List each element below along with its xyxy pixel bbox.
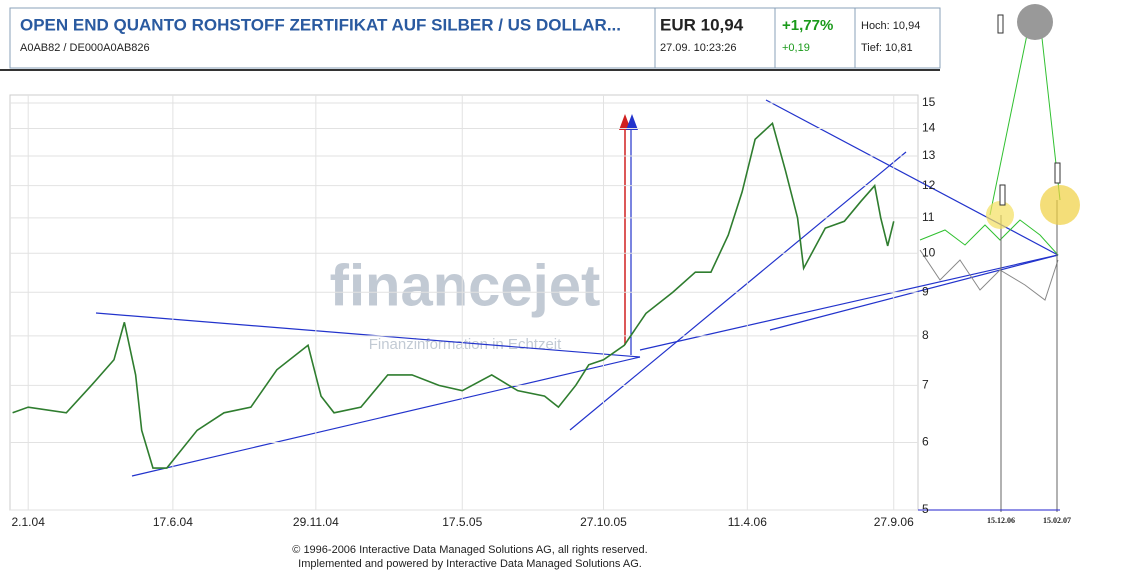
y-tick-label: 5 <box>922 502 929 516</box>
price-line <box>12 121 895 469</box>
x-tick-label: 17.5.05 <box>442 515 482 529</box>
change-pct: +1,77% <box>782 17 833 34</box>
annotation-date: 15.02.07 <box>1043 516 1071 525</box>
y-tick-label: 10 <box>922 245 936 259</box>
footer: © 1996-2006 Interactive Data Managed Sol… <box>292 544 647 556</box>
annotation-date: 15.12.06 <box>987 516 1015 525</box>
low: Tief: 10,81 <box>861 42 913 54</box>
y-tick-label: 14 <box>922 121 936 135</box>
x-tick-label: 27.10.05 <box>580 515 627 529</box>
time: 27.09. 10:23:26 <box>660 42 736 54</box>
ids: A0AB82 / DE000A0AB826 <box>20 42 150 54</box>
y-tick-label: 11 <box>922 210 935 224</box>
x-tick-label: 11.4.06 <box>728 515 767 529</box>
y-tick-label: 7 <box>922 378 929 392</box>
watermark-sub: Finanzinformation in Echtzeit <box>369 336 562 353</box>
arrow-head <box>626 114 638 130</box>
footer: Implemented and powered by Interactive D… <box>298 558 642 570</box>
x-tick-label: 27.9.06 <box>874 515 914 529</box>
high: Hoch: 10,94 <box>861 20 920 32</box>
y-tick-label: 12 <box>922 178 936 192</box>
x-tick-label: 2.1.04 <box>12 515 46 529</box>
trendlines <box>95 99 1059 477</box>
x-tick-label: 17.6.04 <box>153 515 193 529</box>
title: OPEN END QUANTO ROHSTOFF ZERTIFIKAT AUF … <box>20 15 621 34</box>
change-abs: +0,19 <box>782 42 810 54</box>
y-tick-label: 8 <box>922 328 929 342</box>
y-tick-label: 15 <box>922 95 936 109</box>
price: EUR 10,94 <box>660 15 744 34</box>
x-tick-label: 29.11.04 <box>293 515 339 529</box>
y-tick-label: 13 <box>922 148 936 162</box>
projection <box>918 4 1080 512</box>
y-tick-label: 9 <box>922 284 929 298</box>
watermark: financejet <box>330 253 601 318</box>
y-tick-label: 6 <box>922 435 929 449</box>
header-box <box>9 7 941 69</box>
